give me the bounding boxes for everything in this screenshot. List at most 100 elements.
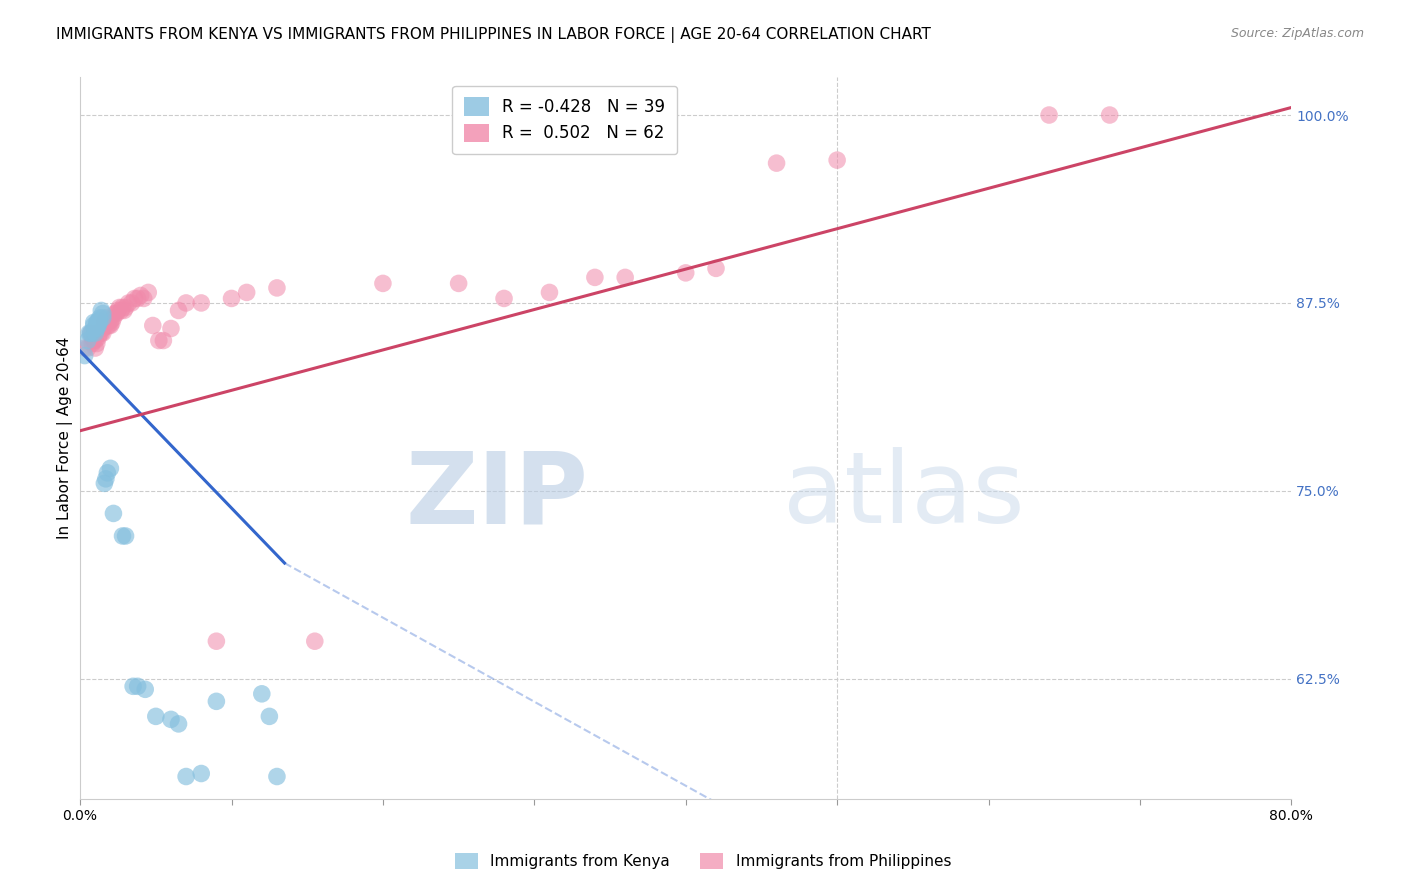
Point — [73, 349, 96, 363]
Point — [100, 314, 122, 328]
Legend: Immigrants from Kenya, Immigrants from Philippines: Immigrants from Kenya, Immigrants from P… — [449, 847, 957, 875]
Point — [145, 709, 167, 723]
Point — [221, 292, 243, 306]
Point — [90, 326, 112, 340]
Point — [160, 321, 183, 335]
Point — [124, 292, 146, 306]
Point — [142, 318, 165, 333]
Point — [77, 326, 100, 340]
Point — [93, 316, 115, 330]
Point — [80, 326, 103, 340]
Point — [91, 321, 114, 335]
Point — [87, 316, 110, 330]
Point — [371, 277, 394, 291]
Point — [112, 303, 135, 318]
Point — [87, 314, 110, 328]
Point — [250, 687, 273, 701]
Point — [117, 296, 139, 310]
Point — [825, 153, 848, 168]
Point — [111, 529, 134, 543]
Point — [100, 318, 122, 333]
Point — [76, 341, 98, 355]
Point — [101, 316, 124, 330]
Point — [94, 472, 117, 486]
Point — [104, 306, 127, 320]
Legend: R = -0.428   N = 39, R =  0.502   N = 62: R = -0.428 N = 39, R = 0.502 N = 62 — [453, 86, 676, 154]
Point — [167, 303, 190, 318]
Point — [91, 306, 114, 320]
Point — [94, 310, 117, 325]
Point — [675, 266, 697, 280]
Point — [174, 770, 197, 784]
Point — [492, 292, 515, 306]
Point — [83, 318, 105, 333]
Point — [97, 318, 120, 333]
Y-axis label: In Labor Force | Age 20-64: In Labor Force | Age 20-64 — [58, 337, 73, 540]
Point — [190, 296, 212, 310]
Point — [127, 292, 149, 306]
Point — [1098, 108, 1121, 122]
Point — [174, 296, 197, 310]
Point — [80, 326, 103, 340]
Text: IMMIGRANTS FROM KENYA VS IMMIGRANTS FROM PHILIPPINES IN LABOR FORCE | AGE 20-64 : IMMIGRANTS FROM KENYA VS IMMIGRANTS FROM… — [56, 27, 931, 43]
Point — [84, 326, 107, 340]
Point — [1038, 108, 1060, 122]
Text: atlas: atlas — [783, 448, 1024, 544]
Point — [96, 316, 118, 330]
Point — [114, 529, 136, 543]
Point — [93, 476, 115, 491]
Point — [111, 301, 134, 315]
Point — [110, 303, 132, 318]
Point — [103, 310, 125, 325]
Point — [259, 709, 281, 723]
Point — [167, 717, 190, 731]
Point — [704, 261, 727, 276]
Point — [235, 285, 257, 300]
Point — [96, 318, 118, 333]
Point — [84, 321, 107, 335]
Point — [614, 270, 637, 285]
Point — [121, 296, 143, 310]
Point — [86, 321, 108, 335]
Point — [84, 334, 107, 348]
Point — [91, 310, 114, 325]
Text: ZIP: ZIP — [406, 448, 589, 544]
Point — [108, 301, 131, 315]
Point — [160, 712, 183, 726]
Point — [96, 466, 118, 480]
Point — [89, 326, 111, 340]
Point — [83, 316, 105, 330]
Point — [107, 303, 129, 318]
Point — [86, 318, 108, 333]
Point — [765, 156, 787, 170]
Point — [136, 285, 159, 300]
Point — [152, 334, 174, 348]
Point — [83, 334, 105, 348]
Point — [205, 694, 228, 708]
Point — [82, 336, 104, 351]
Text: Source: ZipAtlas.com: Source: ZipAtlas.com — [1230, 27, 1364, 40]
Point — [84, 341, 107, 355]
Point — [205, 634, 228, 648]
Point — [90, 303, 112, 318]
Point — [105, 306, 128, 320]
Point — [447, 277, 470, 291]
Point — [127, 679, 149, 693]
Point — [87, 330, 110, 344]
Point — [73, 341, 96, 355]
Point — [100, 461, 122, 475]
Point — [304, 634, 326, 648]
Point — [114, 301, 136, 315]
Point — [86, 316, 108, 330]
Point — [82, 330, 104, 344]
Point — [129, 288, 152, 302]
Point — [91, 326, 114, 340]
Point — [538, 285, 561, 300]
Point — [148, 334, 170, 348]
Point — [134, 682, 156, 697]
Point — [87, 318, 110, 333]
Point — [266, 281, 288, 295]
Point — [103, 507, 125, 521]
Point — [76, 334, 98, 348]
Point — [82, 326, 104, 340]
